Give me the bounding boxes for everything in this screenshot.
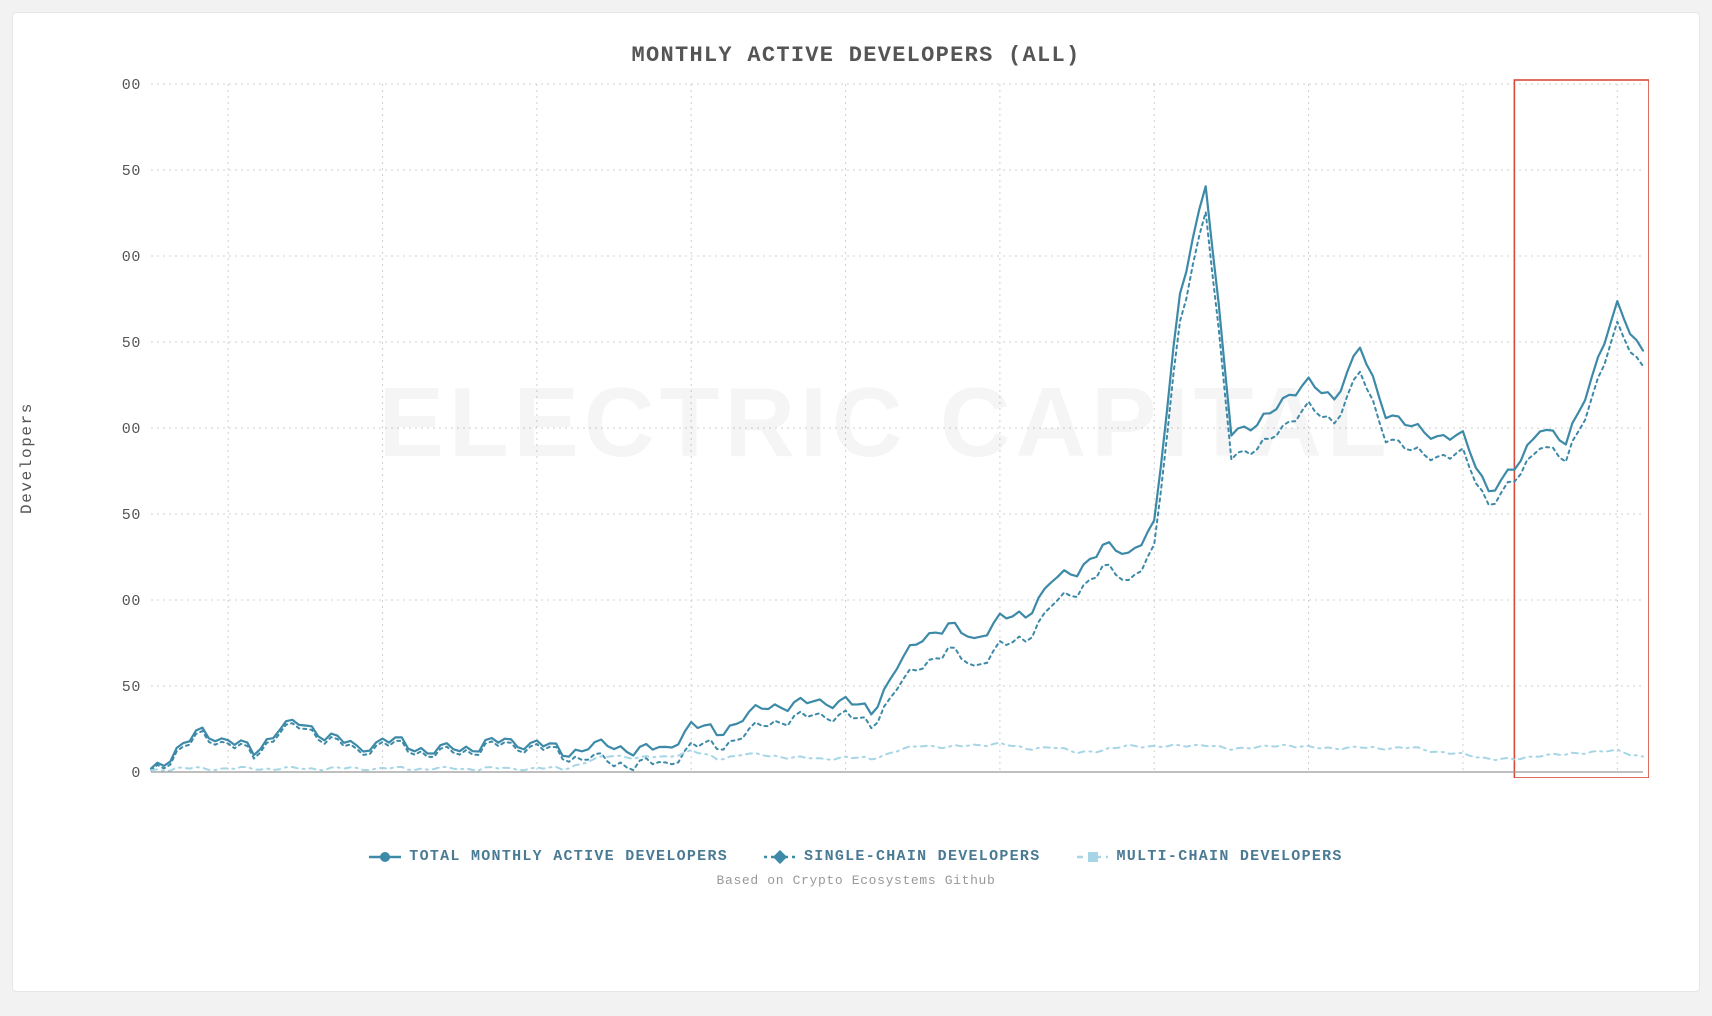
legend-swatch-single: [764, 850, 796, 864]
svg-text:0: 0: [131, 765, 141, 778]
svg-text:300: 300: [121, 249, 141, 266]
svg-text:400: 400: [121, 78, 141, 94]
chart-svg: 050100150200250300350400Jan '20Jul '20Ja…: [121, 78, 1649, 778]
svg-text:150: 150: [121, 507, 141, 524]
legend-swatch-multi: [1077, 850, 1109, 864]
svg-text:100: 100: [121, 593, 141, 610]
svg-text:350: 350: [121, 163, 141, 180]
legend-item-multi: MULTI-CHAIN DEVELOPERS: [1077, 848, 1343, 865]
legend-label-total: TOTAL MONTHLY ACTIVE DEVELOPERS: [409, 848, 728, 865]
svg-text:200: 200: [121, 421, 141, 438]
legend-label-multi: MULTI-CHAIN DEVELOPERS: [1117, 848, 1343, 865]
plot-area: 050100150200250300350400Jan '20Jul '20Ja…: [121, 78, 1649, 778]
legend: TOTAL MONTHLY ACTIVE DEVELOPERS SINGLE-C…: [53, 848, 1659, 865]
chart-title: MONTHLY ACTIVE DEVELOPERS (ALL): [53, 43, 1659, 68]
chart-card: MONTHLY ACTIVE DEVELOPERS (ALL) Develope…: [12, 12, 1700, 992]
svg-text:50: 50: [122, 679, 141, 696]
legend-label-single: SINGLE-CHAIN DEVELOPERS: [804, 848, 1040, 865]
svg-text:250: 250: [121, 335, 141, 352]
legend-item-single: SINGLE-CHAIN DEVELOPERS: [764, 848, 1040, 865]
svg-text:ELECTRIC CAPITAL: ELECTRIC CAPITAL: [379, 367, 1392, 477]
legend-item-total: TOTAL MONTHLY ACTIVE DEVELOPERS: [369, 848, 728, 865]
y-axis-label: Developers: [18, 402, 36, 514]
chart-subcaption: Based on Crypto Ecosystems Github: [53, 873, 1659, 888]
chart-area: Developers 050100150200250300350400Jan '…: [53, 78, 1659, 838]
legend-swatch-total: [369, 850, 401, 864]
